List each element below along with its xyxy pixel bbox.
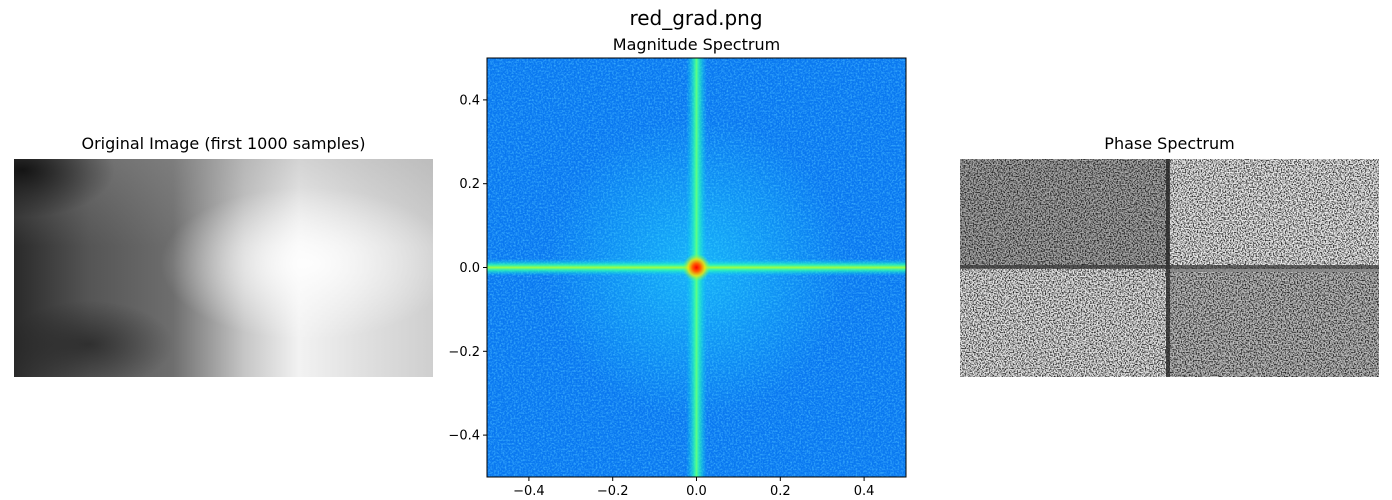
x-axis: −0.4 −0.2 0.0 0.2 0.4 xyxy=(513,477,874,499)
x-tick-label: −0.2 xyxy=(597,484,629,499)
phase-spectrum-image xyxy=(960,159,1379,377)
x-tick-label: 0.2 xyxy=(770,484,791,499)
magnitude-spectrum-title: Magnitude Spectrum xyxy=(612,35,781,54)
y-axis: −0.4 −0.2 0.0 0.2 0.4 xyxy=(448,93,487,444)
dc-peak xyxy=(682,253,711,282)
original-image-title: Original Image (first 1000 samples) xyxy=(81,134,366,153)
magnitude-spectrum-plot: −0.4 −0.2 0.0 0.2 0.4 −0.4 −0.2 0.0 0.2 0.4 xyxy=(448,57,907,499)
phase-spectrum-title: Phase Spectrum xyxy=(1104,134,1235,153)
y-tick-label: 0.0 xyxy=(459,261,480,276)
original-image xyxy=(14,159,433,377)
x-tick-label: 0.0 xyxy=(686,484,707,499)
y-tick-label: 0.2 xyxy=(459,177,480,192)
x-tick-label: 0.4 xyxy=(854,484,875,499)
y-tick-label: 0.4 xyxy=(459,93,480,108)
figure-title: red_grad.png xyxy=(629,6,763,30)
y-tick-label: −0.4 xyxy=(448,429,480,444)
y-tick-label: −0.2 xyxy=(448,345,480,360)
x-tick-label: −0.4 xyxy=(513,484,545,499)
